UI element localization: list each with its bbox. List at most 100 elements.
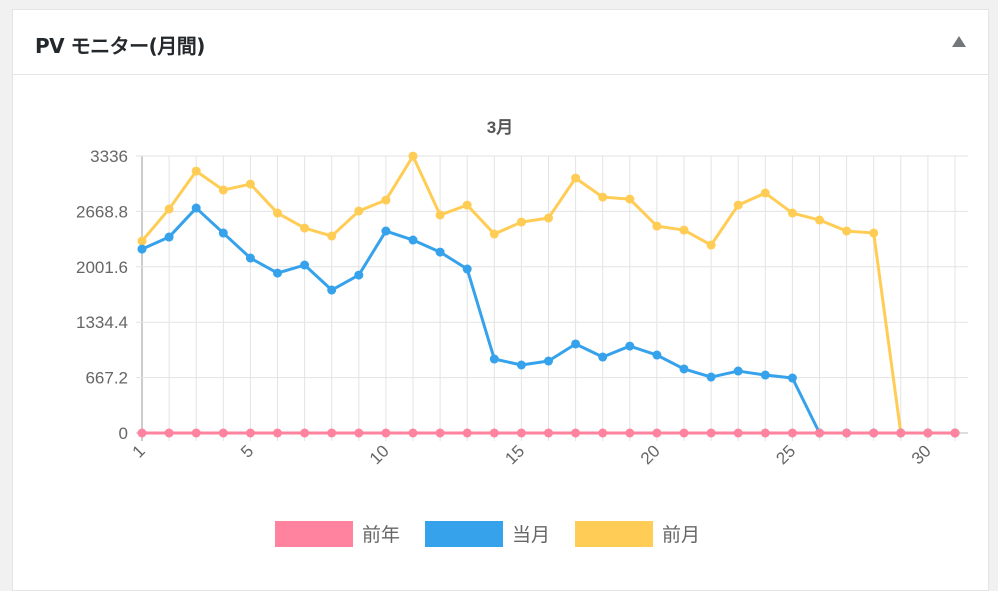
data-point — [435, 428, 445, 438]
data-point — [679, 225, 689, 235]
y-tick-label: 3336 — [90, 147, 128, 166]
data-point — [462, 264, 472, 274]
data-point — [462, 200, 472, 210]
data-point — [245, 179, 255, 189]
y-tick-label: 2001.6 — [76, 258, 128, 277]
widget-title: PV モニター(月間) — [35, 34, 205, 58]
data-point — [516, 428, 526, 438]
data-point — [787, 208, 797, 218]
data-point — [273, 208, 282, 218]
y-tick-label: 667.2 — [85, 369, 128, 388]
data-point — [408, 235, 418, 245]
triangle-up-icon[interactable] — [952, 36, 966, 47]
data-point — [381, 195, 391, 205]
data-point — [625, 428, 635, 438]
data-point — [760, 370, 770, 380]
data-point — [571, 173, 581, 183]
data-point — [842, 226, 852, 236]
data-point — [191, 166, 201, 176]
y-tick-label: 1334.4 — [76, 313, 128, 332]
x-tick-label: 20 — [637, 441, 664, 468]
data-point — [273, 268, 282, 278]
legend-label: 当月 — [512, 524, 550, 546]
data-point — [462, 428, 472, 438]
data-point — [598, 192, 608, 202]
data-point — [787, 373, 797, 383]
data-point — [733, 200, 743, 210]
data-point — [652, 428, 662, 438]
data-point — [733, 366, 743, 376]
data-point — [760, 188, 770, 198]
data-point — [516, 217, 526, 227]
x-tick-label: 25 — [772, 441, 799, 468]
data-point — [652, 350, 662, 360]
data-point — [706, 372, 716, 382]
data-point — [191, 203, 201, 213]
data-point — [327, 231, 337, 241]
data-point — [218, 185, 228, 195]
data-point — [354, 270, 364, 280]
widget-header: PV モニター(月間) — [13, 10, 988, 75]
data-point — [923, 428, 933, 438]
x-tick-label: 1 — [129, 441, 149, 461]
pv-monitor-widget: PV モニター(月間) — [12, 9, 989, 591]
legend-label: 前月 — [662, 524, 700, 546]
data-point — [679, 428, 689, 438]
data-point — [435, 247, 445, 257]
data-point — [869, 428, 879, 438]
data-point — [950, 428, 960, 438]
data-point — [571, 428, 581, 438]
data-point — [869, 228, 879, 238]
data-point — [489, 229, 499, 239]
data-point — [598, 428, 608, 438]
data-point — [760, 428, 770, 438]
data-point — [300, 428, 310, 438]
data-point — [435, 210, 445, 220]
data-point — [218, 228, 228, 238]
legend-swatch — [425, 521, 503, 547]
y-tick-label: 0 — [119, 424, 128, 443]
data-point — [842, 428, 852, 438]
data-point — [408, 428, 418, 438]
x-tick-label: 15 — [501, 441, 528, 468]
data-point — [137, 428, 147, 438]
data-point — [300, 260, 310, 270]
data-point — [164, 428, 174, 438]
data-point — [300, 223, 310, 233]
x-tick-label: 30 — [908, 441, 935, 468]
data-point — [815, 215, 824, 225]
data-point — [245, 428, 255, 438]
data-point — [327, 285, 337, 295]
data-point — [544, 428, 553, 438]
data-point — [327, 428, 337, 438]
data-point — [896, 428, 906, 438]
data-point — [815, 428, 824, 438]
data-point — [544, 213, 553, 223]
data-point — [164, 204, 174, 214]
data-point — [489, 354, 499, 364]
data-point — [706, 428, 716, 438]
data-point — [679, 364, 689, 374]
data-point — [733, 428, 743, 438]
data-point — [245, 253, 255, 263]
data-point — [625, 194, 635, 204]
legend-label: 前年 — [362, 524, 400, 546]
data-point — [706, 240, 716, 250]
data-point — [218, 428, 228, 438]
data-point — [273, 428, 282, 438]
data-point — [489, 428, 499, 438]
data-point — [354, 428, 364, 438]
data-point — [516, 360, 526, 370]
data-point — [164, 232, 174, 242]
data-point — [625, 341, 635, 351]
chart-title: 3月 — [487, 118, 513, 137]
data-point — [787, 428, 797, 438]
y-tick-label: 2668.8 — [76, 202, 128, 221]
legend-swatch — [575, 521, 653, 547]
data-point — [137, 244, 147, 254]
data-point — [571, 339, 581, 349]
x-tick-label: 10 — [366, 441, 393, 468]
data-point — [408, 151, 418, 161]
x-tick-label: 5 — [237, 441, 257, 461]
